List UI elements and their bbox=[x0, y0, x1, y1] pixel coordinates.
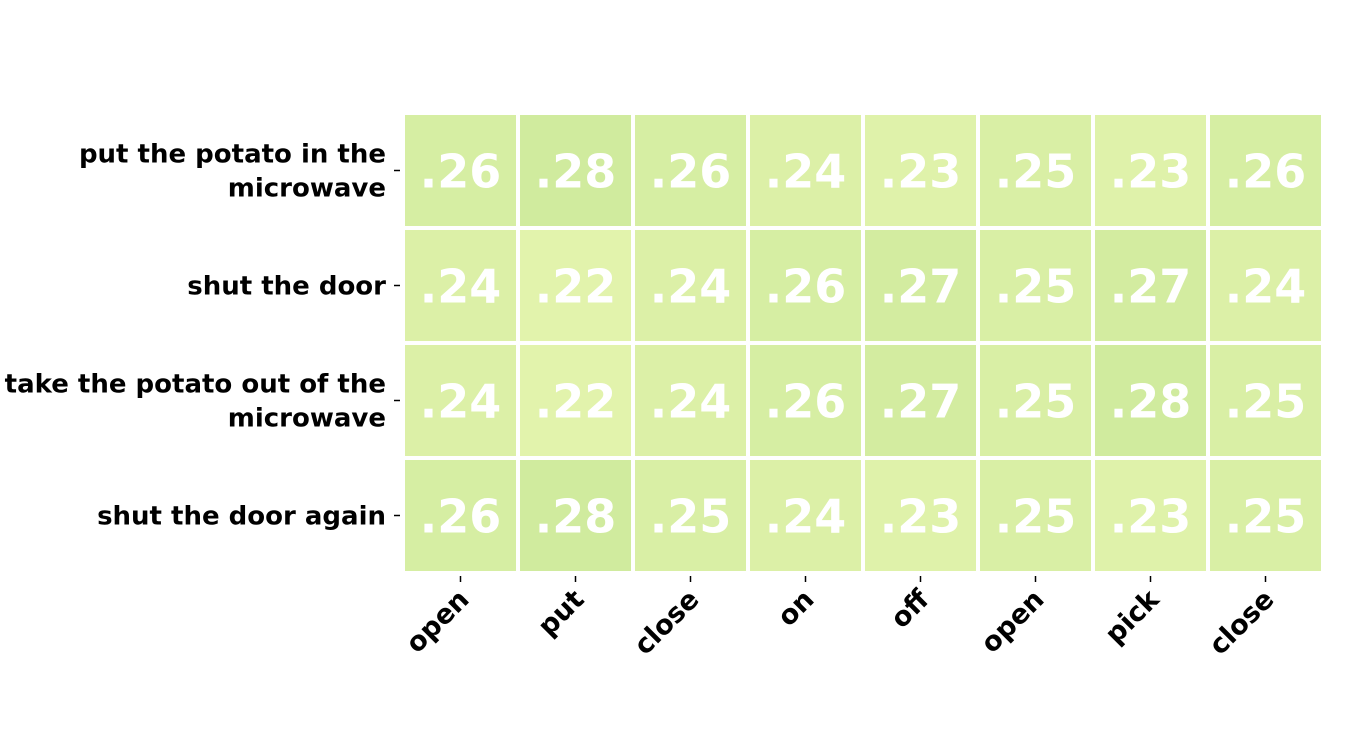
cell-value-label: .25 bbox=[1225, 375, 1307, 429]
row-label: take the potato out of the microwave bbox=[5, 370, 386, 434]
heatmap-cell bbox=[980, 460, 1091, 571]
cell-value-label: .25 bbox=[995, 260, 1077, 314]
heatmap-cell bbox=[980, 115, 1091, 226]
heatmap-cell bbox=[1095, 115, 1206, 226]
heatmap-cell bbox=[520, 230, 631, 341]
cell-value-label: .24 bbox=[765, 490, 847, 544]
heatmap-cell bbox=[1210, 115, 1321, 226]
cell-value-label: .27 bbox=[880, 260, 962, 314]
heatmap-cell bbox=[1095, 230, 1206, 341]
cell-value-label: .25 bbox=[995, 375, 1077, 429]
heatmap-cell bbox=[750, 230, 861, 341]
cell-value-label: .24 bbox=[650, 260, 732, 314]
heatmap-cell bbox=[750, 460, 861, 571]
cell-value-label: .24 bbox=[420, 260, 502, 314]
cell-value-label: .28 bbox=[535, 490, 617, 544]
heatmap-cell bbox=[865, 230, 976, 341]
heatmap-cell bbox=[1095, 460, 1206, 571]
heatmap-cell bbox=[635, 115, 746, 226]
heatmap-cell bbox=[635, 345, 746, 456]
cell-value-label: .23 bbox=[1110, 490, 1192, 544]
heatmap-cell bbox=[635, 460, 746, 571]
cell-value-label: .26 bbox=[1225, 145, 1307, 199]
column-label: close bbox=[1203, 584, 1280, 661]
column-label: on bbox=[772, 584, 821, 633]
cell-value-label: .22 bbox=[535, 260, 617, 314]
cell-value-label: .28 bbox=[535, 145, 617, 199]
cell-value-label: .27 bbox=[880, 375, 962, 429]
cell-value-label: .24 bbox=[420, 375, 502, 429]
heatmap-cell bbox=[405, 460, 516, 571]
heatmap-cell bbox=[1095, 345, 1206, 456]
cell-value-label: .23 bbox=[880, 145, 962, 199]
cell-value-label: .23 bbox=[880, 490, 962, 544]
row-labels: put the potato in the microwave shut the d… bbox=[5, 140, 400, 532]
cell-value-label: .22 bbox=[535, 375, 617, 429]
heatmap-cell bbox=[865, 115, 976, 226]
cell-value-label: .25 bbox=[995, 145, 1077, 199]
row-label: shut the door bbox=[187, 272, 386, 302]
heatmap-cell bbox=[1210, 345, 1321, 456]
cell-value-label: .23 bbox=[1110, 145, 1192, 199]
column-label: off bbox=[885, 583, 936, 634]
cell-value-label: .26 bbox=[765, 375, 847, 429]
heatmap-cell bbox=[980, 345, 1091, 456]
heatmap-cell bbox=[520, 115, 631, 226]
cell-value-label: .26 bbox=[765, 260, 847, 314]
column-label: put bbox=[532, 584, 590, 642]
heatmap-cell bbox=[980, 230, 1091, 341]
heatmap-cell bbox=[1210, 460, 1321, 571]
cell-value-label: .28 bbox=[1110, 375, 1192, 429]
heatmap-cell bbox=[750, 345, 861, 456]
column-labels: open put close on off open pick close bbox=[400, 576, 1280, 661]
column-label: open bbox=[975, 584, 1050, 659]
cell-value-label: .25 bbox=[1225, 490, 1307, 544]
heatmap-cell bbox=[520, 345, 631, 456]
row-label: shut the door again bbox=[97, 502, 386, 532]
heatmap-cell bbox=[405, 230, 516, 341]
row-label: put the potato in the microwave bbox=[79, 140, 386, 204]
heatmap-cell bbox=[865, 345, 976, 456]
cell-value-label: .27 bbox=[1110, 260, 1192, 314]
cell-value-label: .24 bbox=[1225, 260, 1307, 314]
column-label: close bbox=[628, 584, 705, 661]
cell-value-label: .25 bbox=[995, 490, 1077, 544]
cell-value-label: .25 bbox=[650, 490, 732, 544]
heatmap-cell bbox=[1210, 230, 1321, 341]
heatmap-cell bbox=[405, 345, 516, 456]
column-label: open bbox=[400, 584, 475, 659]
cell-value-label: .26 bbox=[420, 490, 502, 544]
heatmap-cell bbox=[520, 460, 631, 571]
heatmap-cells: .26 .28 .26 .24 .23 .25 .23 .26 .24 .22 .24 .26 .27.… bbox=[405, 115, 1321, 571]
cell-value-label: .24 bbox=[765, 145, 847, 199]
heatmap-cell bbox=[750, 115, 861, 226]
cell-value-label: .26 bbox=[420, 145, 502, 199]
heatmap-cell bbox=[635, 230, 746, 341]
cell-value-label: .24 bbox=[650, 375, 732, 429]
cell-value-label: .26 bbox=[650, 145, 732, 199]
heatmap-cell bbox=[865, 460, 976, 571]
heatmap-cell bbox=[405, 115, 516, 226]
column-label: pick bbox=[1099, 583, 1166, 650]
